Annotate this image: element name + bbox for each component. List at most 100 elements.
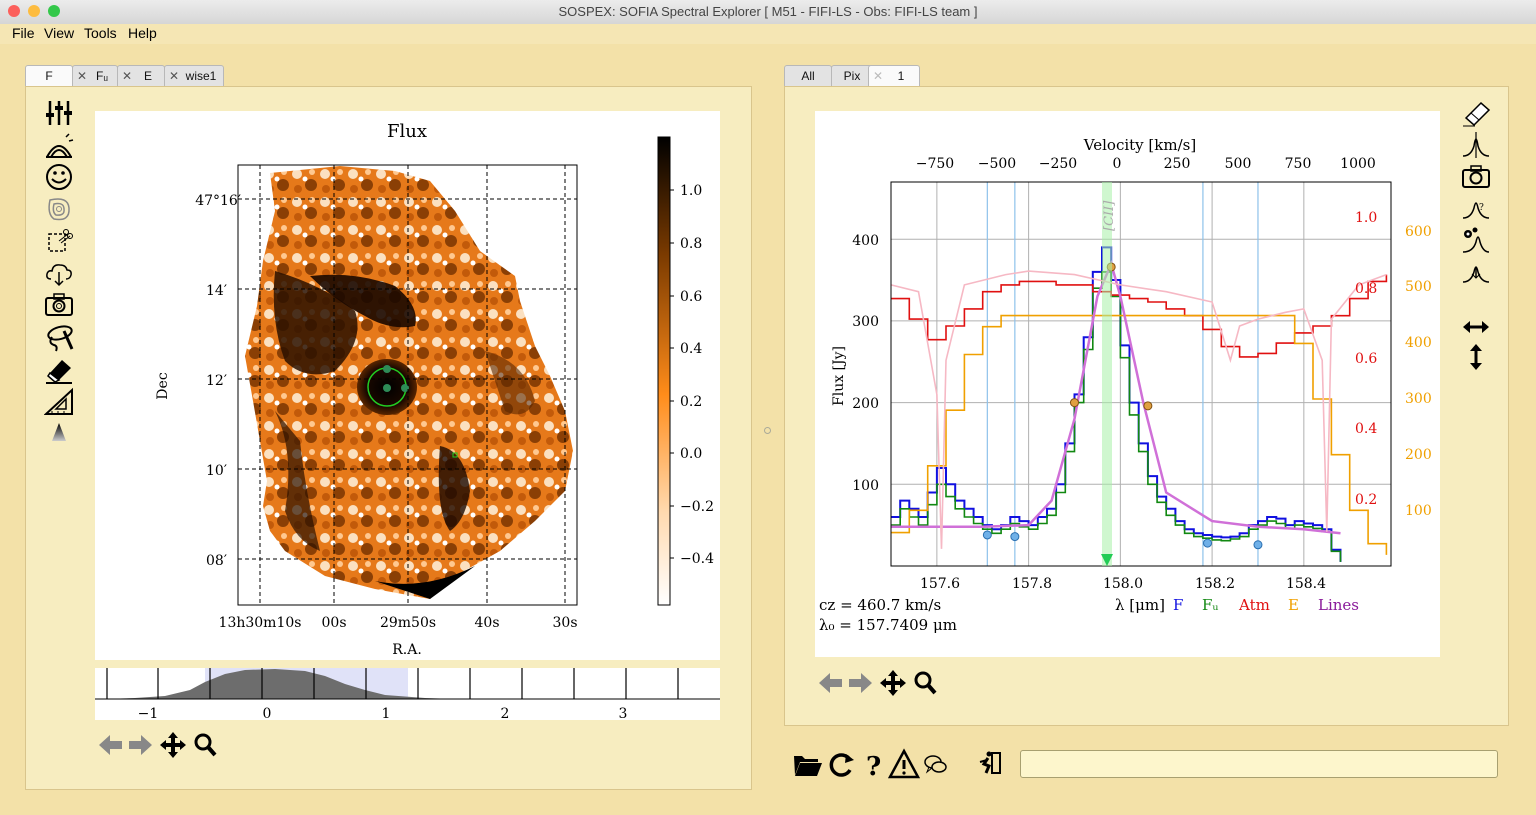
horizontal-arrows-icon[interactable] — [1461, 312, 1491, 342]
eraser-icon[interactable] — [44, 355, 74, 385]
lasso-icon[interactable] — [44, 323, 74, 353]
tab-flux-uncorrected[interactable]: ✕ Fᵤ — [72, 65, 118, 87]
continuum-handle[interactable] — [1253, 540, 1263, 550]
sunrise-icon[interactable] — [44, 131, 74, 161]
forward-arrow-icon[interactable] — [849, 673, 872, 693]
x-tick: 158.0 — [1103, 576, 1143, 592]
legend-flux-uncorrected[interactable]: Fᵤ — [1202, 596, 1218, 614]
tab-label: F — [45, 69, 53, 83]
pan-icon[interactable] — [160, 732, 186, 758]
y-axis-label: Flux [Jy] — [831, 346, 847, 406]
download-fit-icon[interactable] — [1461, 258, 1491, 288]
image-title: Flux — [387, 121, 427, 142]
tab-pix[interactable]: Pix — [831, 65, 873, 87]
spectrum-plot[interactable]: [CII] 100 200 300 400 Flux [Jy] 157.6 15… — [815, 111, 1440, 657]
zoom-icon[interactable] — [194, 733, 217, 757]
close-icon[interactable]: ✕ — [169, 69, 180, 83]
tab-error[interactable]: ✕ E — [117, 65, 165, 87]
ra-tick: 40s — [475, 615, 500, 631]
series-atm-model — [890, 270, 1387, 549]
tab-wise1[interactable]: ✕ wise1 — [164, 65, 224, 87]
camera-icon[interactable] — [1461, 162, 1491, 192]
cloud-download-icon[interactable] — [44, 259, 74, 289]
tab-label: 1 — [897, 69, 905, 83]
menu-view[interactable]: View — [44, 25, 75, 41]
aperture-handle[interactable] — [401, 384, 409, 392]
zoom-icon[interactable] — [914, 671, 937, 695]
legend-exposure[interactable]: E — [1288, 596, 1299, 614]
aperture-handle[interactable] — [383, 365, 391, 373]
tab-flux[interactable]: F — [25, 65, 73, 87]
tab-all[interactable]: All — [784, 65, 832, 87]
ra-tick: 13h30m10s — [219, 615, 302, 631]
triangle-icon[interactable] — [44, 419, 74, 449]
pan-icon[interactable] — [880, 670, 906, 696]
crop-icon[interactable] — [44, 226, 74, 256]
fit-handle[interactable] — [1069, 398, 1079, 408]
continuum-handle[interactable] — [1203, 538, 1213, 548]
menu-file[interactable]: File — [12, 25, 35, 41]
tab-label: All — [801, 69, 815, 83]
back-arrow-icon[interactable] — [99, 735, 122, 755]
menu-tools[interactable]: Tools — [84, 25, 117, 41]
camera-icon[interactable] — [44, 290, 74, 320]
guess-fit-icon[interactable]: ? — [1461, 194, 1491, 224]
close-icon[interactable]: ✕ — [77, 69, 88, 83]
help-icon[interactable]: ? — [866, 752, 881, 780]
spectrum-svg[interactable]: [CII] 100 200 300 400 Flux [Jy] 157.6 15… — [815, 111, 1440, 657]
menu-help[interactable]: Help — [128, 25, 157, 41]
contour-icon[interactable] — [44, 194, 74, 224]
smiley-icon[interactable] — [44, 162, 74, 192]
image-plot[interactable]: Flux 47°16′ 14′ 12 — [95, 111, 720, 660]
exit-icon[interactable] — [979, 751, 1001, 774]
velocity-axis-label: Velocity [km/s] — [1083, 136, 1196, 154]
continuum-handle[interactable] — [1010, 532, 1020, 542]
line-marker-arrow[interactable] — [1101, 554, 1113, 566]
sliders-icon[interactable] — [44, 98, 74, 128]
status-message-field[interactable] — [1020, 750, 1498, 778]
exposure-tick: 400 — [1405, 335, 1432, 351]
window-title: SOSPEX: SOFIA Spectral Explorer [ M51 - … — [558, 4, 978, 19]
fit-icon[interactable] — [1461, 226, 1491, 256]
maximize-window-button[interactable] — [48, 5, 60, 17]
close-icon[interactable]: ✕ — [122, 69, 133, 83]
legend-lines[interactable]: Lines — [1318, 596, 1359, 614]
vertical-arrows-icon[interactable] — [1461, 342, 1491, 372]
close-icon[interactable]: ✕ — [873, 69, 884, 83]
splitter-handle[interactable] — [764, 427, 771, 434]
line-marker-band[interactable] — [1102, 182, 1112, 566]
forward-arrow-icon[interactable] — [129, 735, 152, 755]
reload-icon[interactable] — [829, 753, 854, 777]
series-lines — [891, 259, 1341, 535]
reference-wavelength-annotation: λ₀ = 157.7409 μm — [819, 616, 957, 634]
legend-atm[interactable]: Atm — [1238, 596, 1270, 614]
tab-aperture-1[interactable]: ✕ 1 — [868, 65, 920, 87]
flux-map-svg[interactable]: Flux 47°16′ 14′ 12 — [95, 111, 720, 660]
fit-handle[interactable] — [1143, 401, 1153, 411]
continuum-handle[interactable] — [982, 530, 992, 540]
colorbar-tick: 0.2 — [680, 394, 702, 410]
histogram-tick: −1 — [138, 706, 159, 720]
colorbar-tick: 0.0 — [680, 446, 702, 462]
histogram-svg[interactable]: −1 0 1 2 3 — [95, 668, 720, 722]
tab-label: wise1 — [185, 69, 217, 83]
redshift-annotation: cz = 460.7 km/s — [819, 596, 941, 614]
velocity-tick: 250 — [1164, 156, 1191, 172]
ruler-icon[interactable] — [44, 387, 74, 417]
legend-flux[interactable]: F — [1173, 596, 1183, 614]
back-arrow-icon[interactable] — [819, 673, 842, 693]
velocity-tick: 1000 — [1340, 156, 1376, 172]
histogram-tick: 1 — [382, 706, 391, 720]
gaussian-icon[interactable] — [1461, 130, 1491, 160]
svg-text:?: ? — [866, 752, 881, 780]
velocity-tick: 500 — [1225, 156, 1252, 172]
eraser-icon[interactable] — [1461, 98, 1491, 128]
minimize-window-button[interactable] — [28, 5, 40, 17]
close-window-button[interactable] — [8, 5, 20, 17]
histogram-bars — [105, 669, 455, 699]
warning-icon[interactable] — [887, 748, 921, 779]
comments-icon[interactable] — [924, 755, 947, 774]
histogram-plot[interactable]: −1 0 1 2 3 — [95, 668, 720, 722]
open-folder-icon[interactable] — [794, 756, 822, 776]
aperture-handle[interactable] — [383, 384, 391, 392]
